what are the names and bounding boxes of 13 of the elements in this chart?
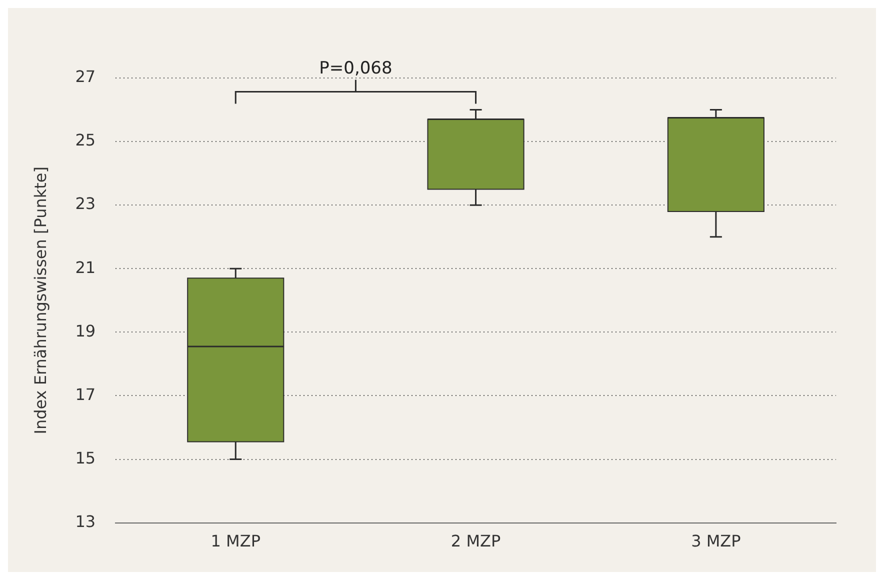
y-tick-label: 19 [75,321,96,340]
y-tick-label: 17 [75,384,96,404]
x-tick-label: 3 MZP [691,532,742,551]
y-tick-label: 13 [75,512,96,531]
y-tick-label: 27 [75,67,96,86]
x-tick-label: 2 MZP [450,532,501,551]
y-tick-label: 23 [75,194,96,214]
y-tick-label: 15 [75,448,96,468]
y-axis-title: Index Ernährungswissen [Punkte] [30,166,50,434]
annotation: P=0,068 [319,58,392,79]
y-tick-label: 25 [75,130,96,150]
x-tick-label: 1 MZP [210,532,261,551]
y-tick-label: 21 [75,258,96,277]
